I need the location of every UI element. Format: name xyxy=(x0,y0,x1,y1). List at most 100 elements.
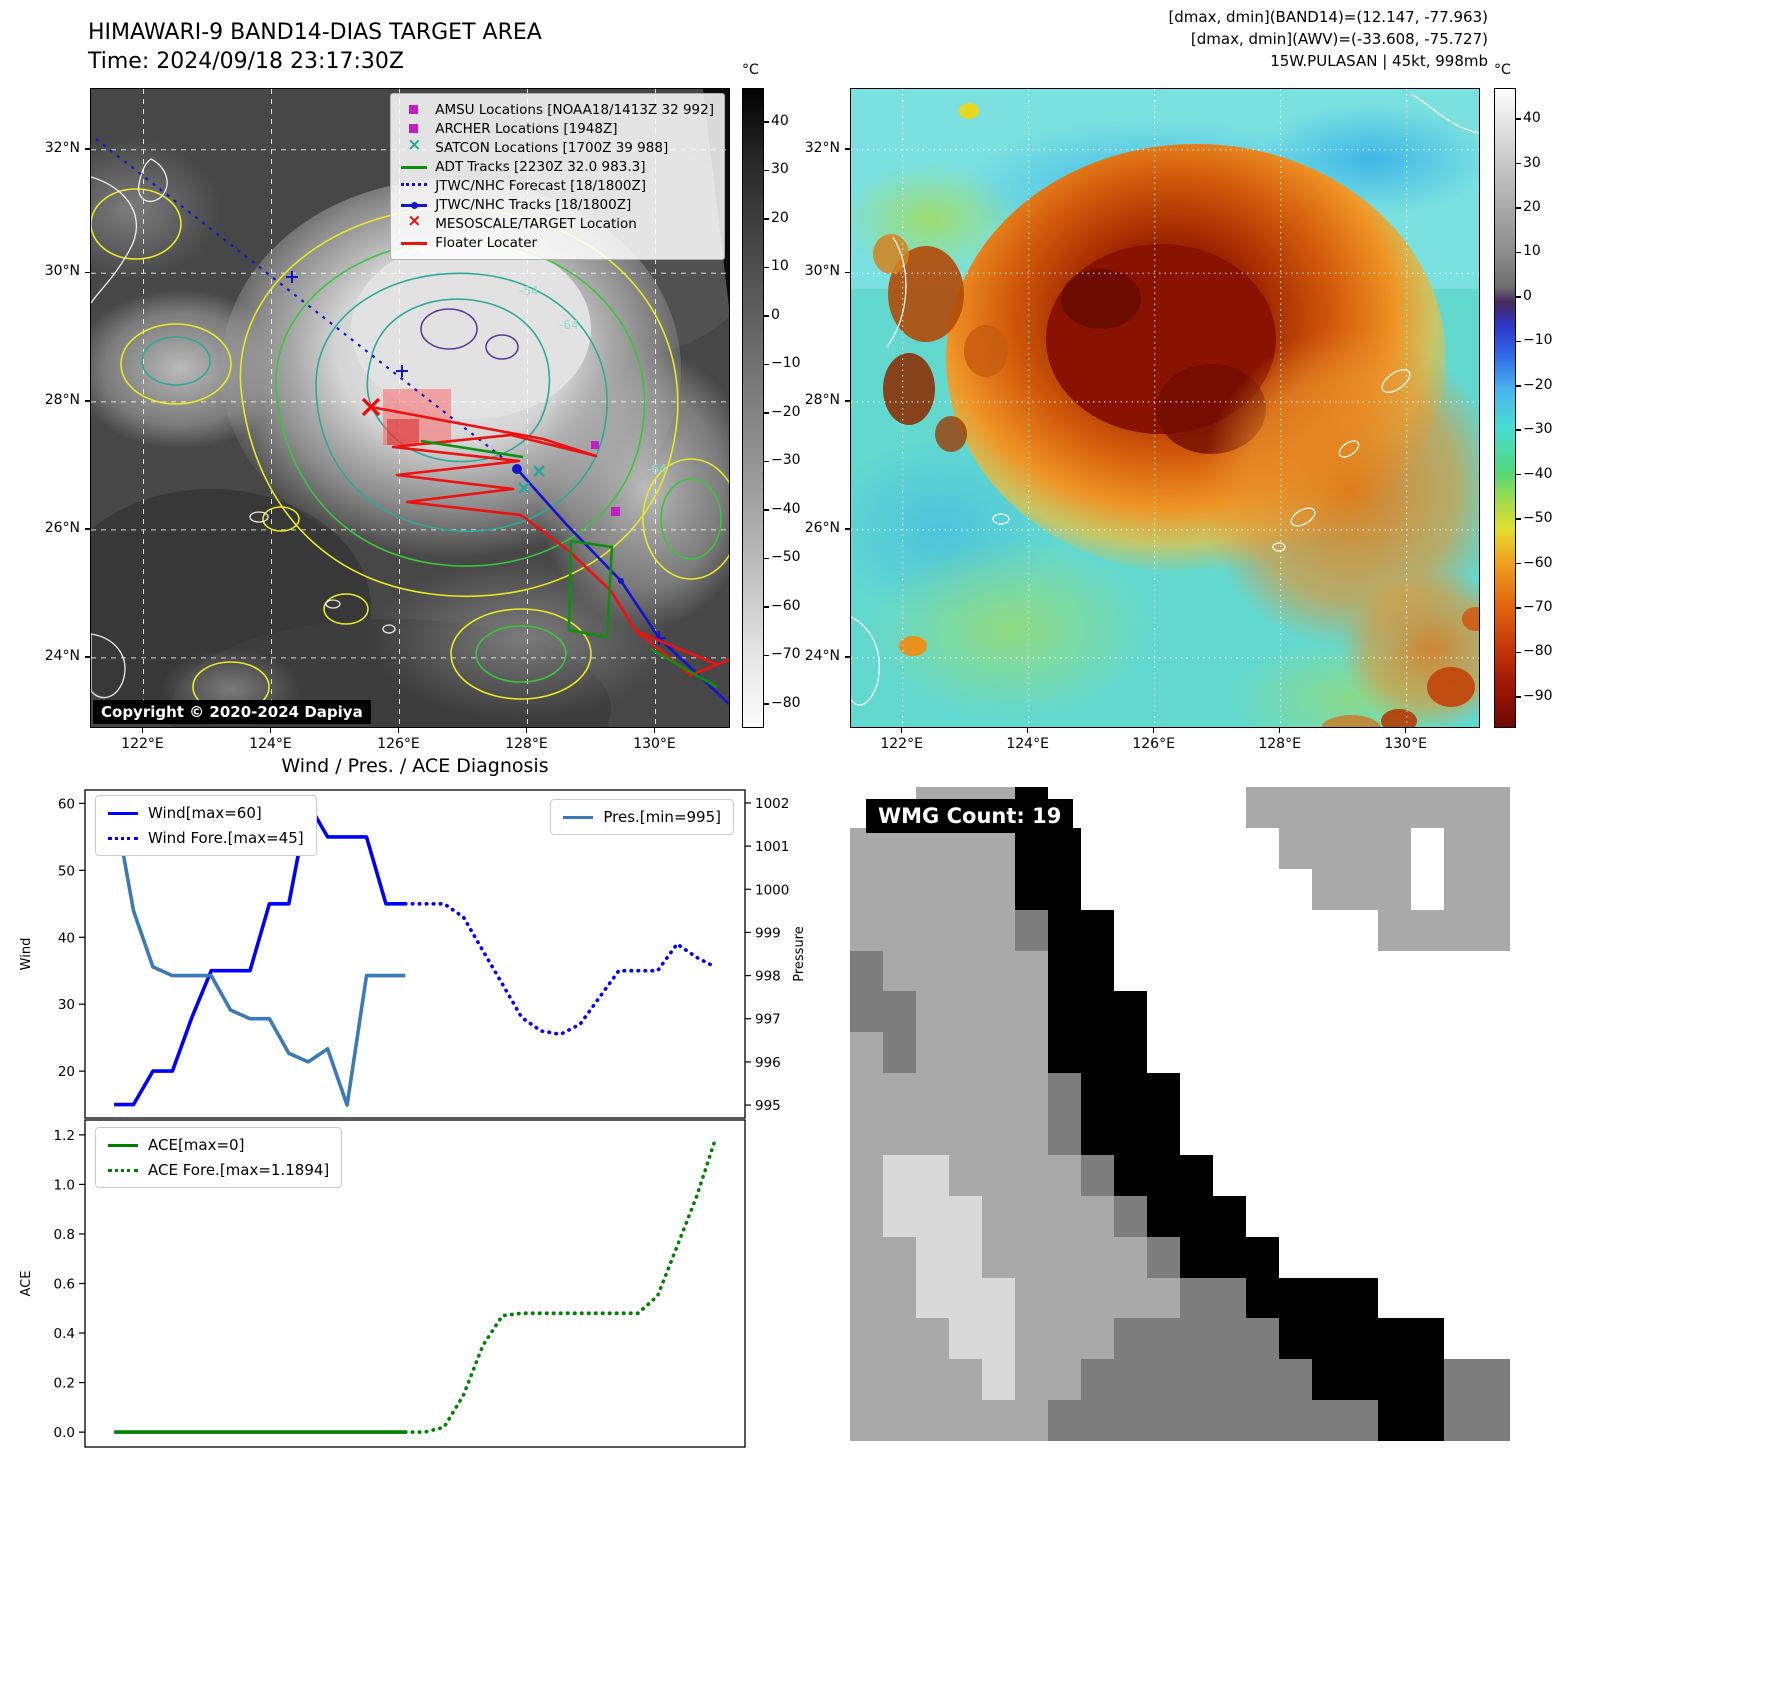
wmg-cell xyxy=(1015,1073,1048,1114)
wmg-cell xyxy=(1444,909,1477,951)
band14-colorbar-unit: °C xyxy=(742,62,759,78)
wmg-cell xyxy=(1081,1359,1114,1401)
wmg-cell xyxy=(1114,1073,1147,1114)
wmg-cell xyxy=(1048,827,1081,869)
wmg-cell xyxy=(1378,868,1411,910)
wmg-cell xyxy=(1411,1359,1444,1401)
wmg-cell xyxy=(1477,909,1510,951)
wmg-cell xyxy=(1345,991,1378,1033)
coastlines xyxy=(91,158,396,699)
wmg-cell xyxy=(1378,991,1411,1033)
wmg-cell xyxy=(1345,1400,1378,1441)
wmg-cell xyxy=(1213,1154,1246,1196)
map-legend-label: AMSU Locations [NOAA18/1413Z 32 992] xyxy=(435,102,714,118)
lat-tick-label: 24°N xyxy=(44,647,80,664)
forecast-plus-markers xyxy=(286,271,408,377)
jtwc-track xyxy=(516,468,729,706)
line-dotted-blue-legend-marker xyxy=(401,180,428,192)
x-red-legend-marker xyxy=(401,211,427,231)
colorbar-tick-label: −60 xyxy=(1523,554,1553,571)
lon-tick-mark xyxy=(1026,728,1029,733)
solid-line-legend-marker xyxy=(108,1143,138,1147)
wmg-cell xyxy=(1081,1236,1114,1278)
west-convection-cluster xyxy=(873,234,1008,452)
awv-satellite-image xyxy=(851,89,1479,727)
colorbar-tick-label: −80 xyxy=(1523,643,1553,660)
map-legend: AMSU Locations [NOAA18/1413Z 32 992] ARCH… xyxy=(390,93,725,260)
wmg-cell xyxy=(1180,1318,1213,1360)
y-tick-label: 30 xyxy=(58,997,75,1013)
wmg-cell xyxy=(916,827,949,869)
wmg-cell xyxy=(850,1114,883,1155)
wmg-cell xyxy=(1213,1318,1246,1360)
lon-tick-label: 130°E xyxy=(1384,736,1427,752)
wmg-cell xyxy=(1180,787,1213,828)
wmg-cell xyxy=(1411,827,1444,869)
line-dot-blue-legend-marker xyxy=(401,199,428,211)
wmg-cell xyxy=(1279,1236,1312,1278)
wmg-cell xyxy=(1147,991,1180,1033)
wmg-cell xyxy=(1246,787,1279,828)
wmg-cell xyxy=(1213,1236,1246,1278)
wmg-cell xyxy=(916,1154,949,1196)
wmg-cell xyxy=(883,1154,916,1196)
y-axis-label: Wind xyxy=(19,938,34,971)
wmg-cell xyxy=(1444,1400,1477,1441)
wmg-cell xyxy=(1312,787,1345,828)
wmg-image xyxy=(850,787,1510,1441)
wmg-cell xyxy=(916,1032,949,1074)
wmg-cell xyxy=(1048,1277,1081,1319)
wmg-cell xyxy=(1444,1359,1477,1401)
colorbar-tick-mark xyxy=(1516,429,1521,431)
map-legend-item: ADT Tracks [2230Z 32.0 983.3] xyxy=(401,159,714,175)
wmg-cell xyxy=(1015,1277,1048,1319)
lat-tick-label: 28°N xyxy=(804,391,840,408)
colorbar-tick-label: 0 xyxy=(771,306,780,323)
lat-tick-mark xyxy=(85,400,90,402)
wmg-cell xyxy=(1477,827,1510,869)
lat-tick-mark xyxy=(845,528,850,530)
wmg-cell xyxy=(1477,991,1510,1033)
wmg-cell xyxy=(1081,950,1114,992)
lon-tick-mark xyxy=(653,728,656,733)
lat-tick-mark xyxy=(85,271,90,274)
wmg-cell xyxy=(1015,991,1048,1033)
wmg-cell xyxy=(982,950,1015,992)
wmg-cell xyxy=(1345,1359,1378,1401)
wmg-cell xyxy=(1378,1277,1411,1319)
wmg-cell xyxy=(1180,1195,1213,1237)
wmg-cell xyxy=(1477,1359,1510,1401)
archer-square-marker xyxy=(591,441,599,449)
wmg-cell xyxy=(1312,1277,1345,1319)
wmg-cell xyxy=(1114,950,1147,992)
map-legend-label: MESOSCALE/TARGET Location xyxy=(435,216,637,232)
wmg-cell xyxy=(916,1195,949,1237)
coastlines xyxy=(851,93,1479,706)
wmg-cell xyxy=(1114,827,1147,869)
wmg-cell xyxy=(1444,1236,1477,1278)
wmg-cell xyxy=(1411,1073,1444,1114)
wmg-cell xyxy=(1114,909,1147,951)
wmg-cell xyxy=(1114,1277,1147,1319)
colorbar-tick-mark xyxy=(764,363,769,366)
wmg-cell xyxy=(982,1073,1015,1114)
wmg-cell xyxy=(1345,1114,1378,1155)
wmg-cell xyxy=(1477,1195,1510,1237)
wmg-cell xyxy=(1411,1400,1444,1441)
wmg-cell xyxy=(949,1114,982,1155)
lon-tick-label: 124°E xyxy=(1006,736,1049,752)
colorbar-tick-label: −30 xyxy=(1523,421,1553,438)
colorbar-tick-mark xyxy=(764,703,769,705)
wmg-cell xyxy=(1147,909,1180,951)
chart-legend-item: ACE[max=0] xyxy=(108,1136,329,1154)
wmg-cell xyxy=(1048,950,1081,992)
latlon-grid xyxy=(851,89,1479,727)
map-legend-item: Floater Locater xyxy=(401,235,714,251)
wmg-cell xyxy=(949,1032,982,1074)
colorbar-tick-mark xyxy=(1516,473,1521,476)
wmg-cell xyxy=(1378,1318,1411,1360)
colorbar-tick-label: −70 xyxy=(771,646,801,663)
chart-legend-item: Wind Fore.[max=45] xyxy=(108,829,304,847)
wmg-cell xyxy=(1279,1359,1312,1401)
colorbar-tick-label: 10 xyxy=(771,258,789,275)
